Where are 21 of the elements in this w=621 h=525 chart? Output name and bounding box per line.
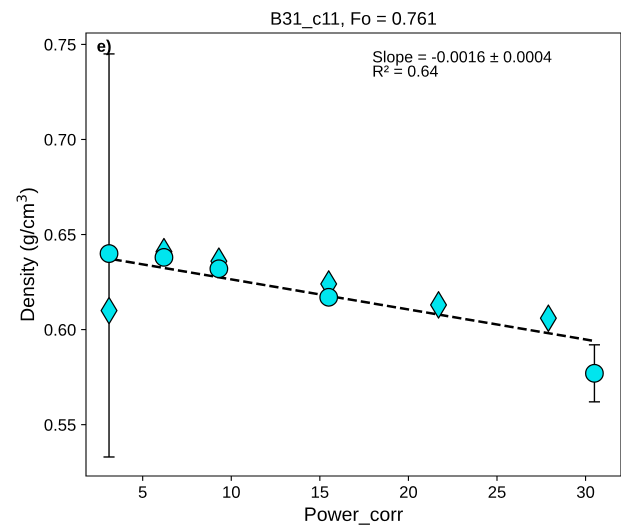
y-tick-label: 0.60 (44, 324, 76, 336)
annotation: Slope = -0.0016 ± 0.0004 R² = 0.64 (372, 50, 552, 77)
y-tick-label: 0.70 (44, 134, 76, 146)
point (209, 259, 228, 278)
y-tick-label: 0.75 (44, 38, 76, 51)
point (154, 248, 174, 267)
annotation: e) (97, 40, 111, 56)
x-axis-title: Power_corr (305, 508, 403, 525)
x-tick-label: 15 (312, 486, 328, 498)
x-tick-label: 20 (400, 486, 418, 498)
y-axis-title: Density (g/cm$^{3}$) (16, 188, 38, 320)
point (100, 244, 118, 263)
point (585, 364, 604, 383)
x-tick-label: 25 (488, 486, 506, 498)
point (319, 288, 338, 307)
y-tick-label: 0.55 (44, 419, 76, 431)
y-tick-label: 0.65 (44, 228, 76, 241)
chart-title: B31_c11, Fo = 0.761 (272, 12, 436, 28)
x-tick-label: 5 (138, 486, 147, 498)
x-tick-label: 30 (576, 486, 594, 498)
x-tick-label: 10 (223, 486, 240, 498)
